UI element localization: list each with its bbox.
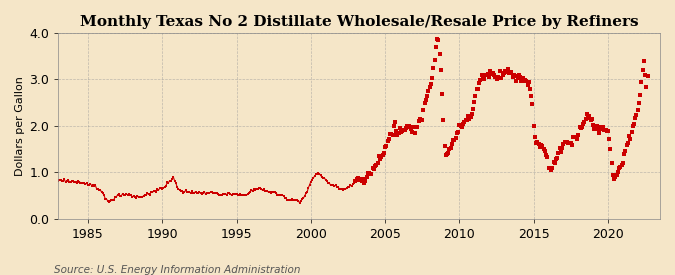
Text: Source: U.S. Energy Information Administration: Source: U.S. Energy Information Administ… bbox=[54, 265, 300, 275]
Title: Monthly Texas No 2 Distillate Wholesale/Resale Price by Refiners: Monthly Texas No 2 Distillate Wholesale/… bbox=[80, 15, 639, 29]
Y-axis label: Dollars per Gallon: Dollars per Gallon bbox=[15, 76, 25, 176]
